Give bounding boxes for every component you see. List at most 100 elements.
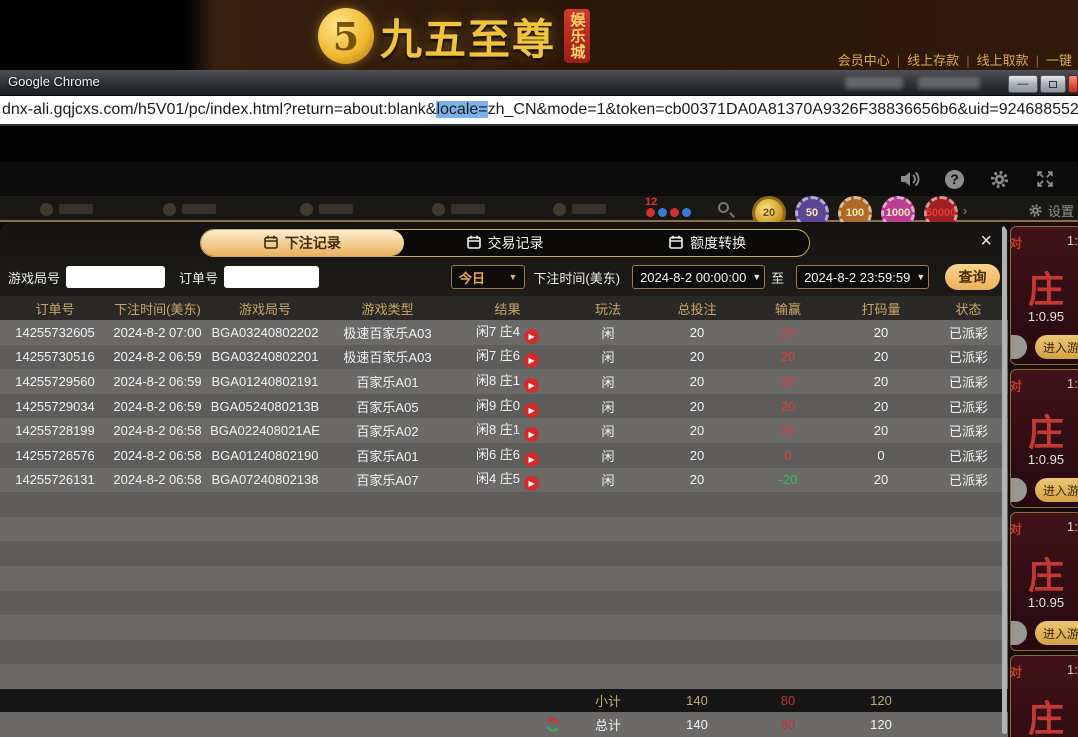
order-label: 订单号 [179, 270, 219, 286]
volume-icon[interactable] [899, 168, 921, 190]
order-input[interactable] [224, 266, 320, 288]
pair-label: 对 [1010, 236, 1023, 251]
cell-result: 闲7 庄4 ▶ [450, 321, 565, 344]
game-card[interactable]: 对 1:1 庄 1:0.95 进入游戏 [1010, 655, 1078, 737]
enter-game-button[interactable]: 进入游戏 [1035, 621, 1078, 645]
game-card[interactable]: 对 1:1 庄 1:0.95 进入游戏 [1010, 512, 1078, 651]
search-icon[interactable] [718, 202, 729, 213]
logo-seal: 娱乐城 [564, 9, 591, 63]
game-round-input[interactable] [66, 266, 166, 288]
enter-game-button[interactable]: 进入游戏 [1035, 335, 1078, 359]
table-settings-button[interactable]: 设置 [1028, 201, 1074, 220]
pair-odds: 1:1 [1066, 233, 1078, 248]
cell-time: 2024-8-2 06:59 [113, 373, 202, 389]
game-card[interactable]: 对 1:1 庄 1:0.95 进入游戏 [1010, 226, 1078, 365]
empty-row [0, 492, 1008, 517]
secondary-button[interactable] [1011, 478, 1027, 502]
replay-button[interactable]: ▶ [524, 451, 540, 467]
cell-play: 闲 [601, 424, 615, 440]
modal-tab[interactable]: 下注记录 [201, 230, 404, 256]
nav-item-placeholder[interactable] [163, 202, 216, 216]
subtotal-win: 80 [780, 693, 796, 708]
cell-play: 闲 [601, 325, 615, 341]
help-icon[interactable]: ? [945, 169, 964, 189]
cell-win: -20 [778, 472, 798, 488]
end-time-select[interactable]: 2024-8-2 23:59:59 ▼ [796, 265, 930, 289]
game-round-label: 游戏局号 [8, 270, 61, 286]
cell-status: 已派彩 [948, 473, 988, 489]
rows-area: 14255732605 2024-8-2 07:00 BGA0324080220… [0, 320, 1008, 689]
banker-odds: 1:0.95 [1027, 452, 1065, 467]
empty-row [0, 639, 1008, 665]
nav-icon [163, 202, 176, 216]
empty-row [0, 516, 1008, 542]
address-bar[interactable]: dnx-ali.gqjcxs.com/h5V01/pc/index.html?r… [0, 96, 1078, 126]
cell-win: 0 [784, 447, 792, 463]
subtotal-bet: 140 [686, 693, 708, 708]
cell-order: 14255726131 [15, 472, 95, 488]
chips-more-arrow[interactable]: › [963, 203, 968, 218]
modal-scrollbar[interactable] [1002, 226, 1007, 734]
fullscreen-icon[interactable] [1034, 168, 1056, 190]
account-link[interactable]: 线上取款 [977, 50, 1046, 69]
query-button[interactable]: 查询 [945, 264, 1000, 290]
cell-play: 闲 [601, 399, 615, 415]
column-header: 玩法 [594, 301, 621, 317]
account-link[interactable]: 一键 [1045, 53, 1072, 68]
account-link[interactable]: 会员中心 [838, 50, 907, 69]
banker-odds: 1:0.95 [1027, 595, 1065, 610]
pair-label: 对 [1010, 379, 1023, 394]
enter-game-button[interactable]: 进入游戏 [1035, 478, 1078, 502]
table-row: 14255730516 2024-8-2 06:59 BGA0324080220… [0, 344, 1008, 370]
settings-icon[interactable] [988, 168, 1010, 190]
window-restore-button[interactable] [1040, 75, 1066, 93]
column-header: 游戏局号 [238, 301, 291, 317]
replay-button[interactable]: ▶ [524, 377, 540, 393]
total-bet: 140 [686, 717, 708, 732]
banker-label: 庄 [1027, 555, 1064, 597]
secondary-button[interactable] [1011, 621, 1027, 645]
lottery-ball [646, 208, 655, 217]
tab-icon [466, 235, 481, 252]
game-card[interactable]: 对 1:1 庄 1:0.95 进入游戏 [1010, 369, 1078, 508]
nav-item-placeholder[interactable] [40, 202, 93, 216]
window-minimize-button[interactable]: — [1008, 75, 1038, 93]
url-selection: locale= [436, 101, 488, 118]
nav-icon [40, 202, 53, 216]
window-close-button[interactable] [1068, 75, 1078, 93]
column-header: 结果 [494, 301, 521, 317]
modal-tab[interactable]: 额度转换 [606, 230, 809, 256]
cell-result: 闲9 庄0 ▶ [450, 395, 565, 418]
cell-status: 已派彩 [948, 399, 988, 415]
nav-item-placeholder[interactable] [553, 202, 606, 216]
account-link[interactable]: 线上存款 [907, 50, 976, 69]
column-header: 游戏类型 [361, 301, 414, 317]
cell-result: 闲7 庄6 ▶ [450, 345, 565, 369]
empty-row [0, 541, 1008, 566]
nav-item-placeholder[interactable] [300, 202, 353, 216]
lottery-ball [682, 208, 691, 217]
replay-button[interactable]: ▶ [524, 402, 540, 418]
modal-header: 下注记录 交易记录 额度转换 [0, 222, 1008, 296]
column-header: 状态 [955, 301, 982, 317]
replay-button[interactable]: ▶ [524, 476, 540, 492]
empty-row [0, 664, 1008, 689]
lottery-count-badge: 12 [645, 196, 658, 208]
cell-turnover: 20 [873, 324, 889, 340]
replay-button[interactable]: ▶ [524, 427, 540, 443]
lottery-ball [670, 208, 679, 217]
nav-item-placeholder[interactable] [432, 202, 485, 216]
date-range-select[interactable]: 今日 ▼ [451, 265, 526, 289]
refresh-icon[interactable] [545, 717, 561, 733]
subtotal-row: 小计 140 80 120 [0, 689, 1008, 712]
close-icon[interactable]: × [980, 230, 992, 252]
start-time-select[interactable]: 2024-8-2 00:00:00 ▼ [632, 265, 766, 289]
cell-bet: 20 [689, 349, 705, 365]
cell-time: 2024-8-2 06:59 [113, 398, 202, 414]
replay-button[interactable]: ▶ [524, 328, 540, 344]
modal-tab[interactable]: 交易记录 [404, 230, 607, 256]
cell-time: 2024-8-2 06:58 [113, 472, 202, 488]
replay-button[interactable]: ▶ [524, 353, 540, 369]
secondary-button[interactable] [1011, 335, 1027, 359]
